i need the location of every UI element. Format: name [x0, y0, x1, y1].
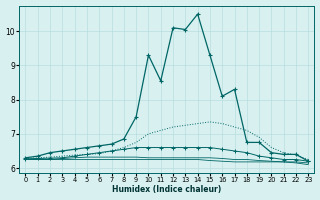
- X-axis label: Humidex (Indice chaleur): Humidex (Indice chaleur): [112, 185, 221, 194]
